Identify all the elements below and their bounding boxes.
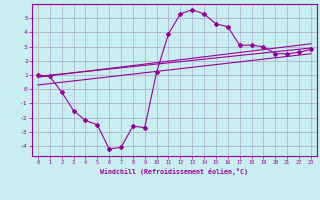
X-axis label: Windchill (Refroidissement éolien,°C): Windchill (Refroidissement éolien,°C) (100, 168, 248, 175)
